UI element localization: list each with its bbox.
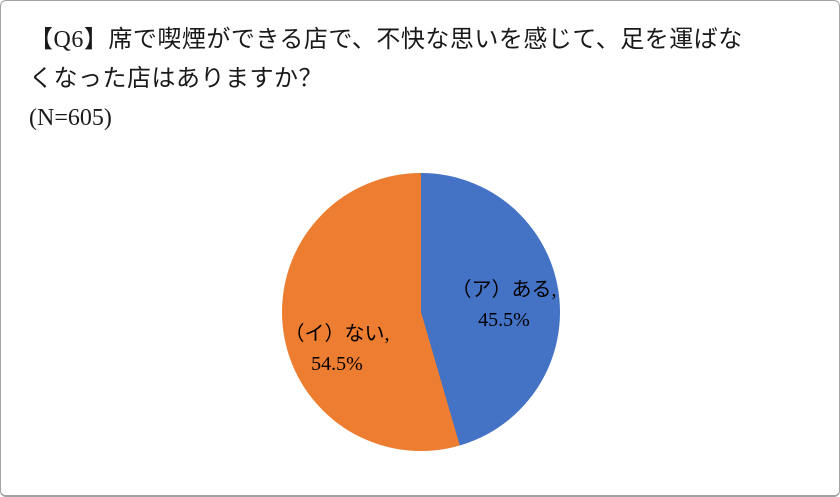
- pie-slice-label-nai-name: （イ）ない,: [284, 323, 390, 345]
- chart-title-line1: 【Q6】席で喫煙ができる店で、不快な思いを感じて、足を運ばな: [29, 27, 743, 53]
- sample-size-label: (N=605): [29, 105, 112, 131]
- pie-slice-label-aru-name: （ア）ある,: [451, 279, 557, 301]
- pie-chart: （ア）ある, 45.5% （イ）ない, 54.5%: [282, 173, 560, 451]
- pie-slice-label-nai: （イ）ない, 54.5%: [285, 319, 390, 379]
- chart-title-block: 【Q6】席で喫煙ができる店で、不快な思いを感じて、足を運ばな くなった店はありま…: [29, 21, 743, 138]
- pie-circle: [282, 173, 560, 451]
- pie-slice-label-aru: （ア）ある, 45.5%: [452, 275, 557, 335]
- chart-title-line2: くなった店はありますか？: [29, 66, 323, 92]
- pie-slice-label-aru-value: 45.5%: [478, 309, 530, 331]
- pie-slice-label-nai-value: 54.5%: [311, 353, 363, 375]
